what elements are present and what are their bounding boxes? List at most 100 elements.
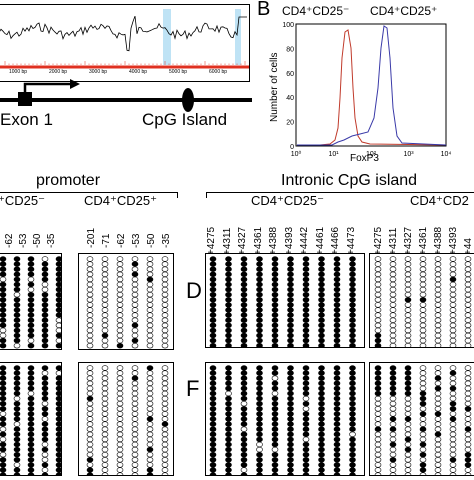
- unmethylated-cpg: [240, 426, 248, 432]
- methylated-cpg: [287, 426, 294, 432]
- unmethylated-cpg: [116, 416, 124, 422]
- unmethylated-cpg: [116, 462, 124, 468]
- methylated-cpg: [318, 400, 325, 407]
- methylated-cpg: [349, 385, 356, 392]
- methylated-cpg: [256, 411, 263, 417]
- methylated-cpg: [333, 431, 341, 438]
- methylated-cpg: [302, 462, 310, 468]
- methylated-cpg: [333, 271, 341, 277]
- methylated-cpg: [349, 317, 356, 323]
- methylated-cpg: [209, 385, 217, 392]
- unmethylated-cpg: [374, 276, 382, 283]
- unmethylated-cpg: [434, 365, 442, 371]
- unmethylated-cpg: [419, 406, 427, 412]
- unmethylated-cpg: [146, 322, 154, 329]
- methylated-cpg: [287, 327, 294, 334]
- methylated-cpg: [240, 332, 248, 339]
- unmethylated-cpg: [374, 467, 382, 473]
- methylated-cpg: [302, 380, 310, 386]
- unmethylated-cpg: [389, 286, 397, 293]
- methylated-cpg: [287, 462, 294, 468]
- methylated-cpg: [349, 322, 356, 329]
- unmethylated-cpg: [86, 291, 94, 298]
- methylated-cpg: [13, 317, 21, 323]
- methylated-cpg: [146, 365, 154, 371]
- methylated-cpg: [27, 322, 35, 329]
- methylated-cpg: [271, 261, 279, 267]
- unmethylated-cpg: [404, 411, 412, 417]
- methylated-cpg: [0, 390, 7, 397]
- promoter-header: promoter: [36, 172, 101, 189]
- unmethylated-cpg: [464, 441, 472, 448]
- methylated-cpg: [302, 421, 310, 427]
- methylated-cpg: [333, 317, 341, 323]
- methylated-cpg: [302, 446, 310, 453]
- methylated-cpg: [256, 395, 263, 402]
- methylated-cpg: [240, 322, 248, 329]
- unmethylated-cpg: [161, 261, 169, 267]
- methylated-cpg: [0, 421, 7, 427]
- methylated-cpg: [271, 332, 279, 339]
- unmethylated-cpg: [86, 317, 94, 323]
- unmethylated-cpg: [0, 332, 7, 339]
- methylated-cpg: [256, 297, 263, 303]
- methylated-cpg: [27, 307, 35, 313]
- cpg-position-label: -35: [161, 233, 172, 248]
- unmethylated-cpg: [349, 431, 356, 438]
- methylated-cpg: [256, 261, 263, 267]
- methylated-cpg: [333, 322, 341, 329]
- methylated-cpg: [333, 342, 341, 349]
- unmethylated-cpg: [27, 390, 35, 397]
- unmethylated-cpg: [101, 256, 109, 262]
- unmethylated-cpg: [389, 400, 397, 407]
- unmethylated-cpg: [101, 302, 109, 308]
- unmethylated-cpg: [101, 297, 109, 303]
- methylated-cpg: [240, 307, 248, 313]
- unmethylated-cpg: [419, 256, 427, 262]
- methylated-cpg: [209, 400, 217, 407]
- methylated-cpg: [318, 286, 325, 293]
- exon-label: Exon 1: [0, 110, 53, 129]
- unmethylated-cpg: [434, 395, 442, 402]
- sequence-trace: [0, 15, 247, 52]
- unmethylated-cpg: [55, 317, 63, 323]
- unmethylated-cpg: [419, 261, 427, 267]
- promoter-header-rule: [0, 192, 178, 193]
- unmethylated-cpg: [389, 266, 397, 272]
- methylated-cpg: [287, 467, 294, 473]
- unmethylated-cpg: [131, 370, 139, 376]
- unmethylated-cpg: [434, 426, 442, 432]
- unmethylated-cpg: [374, 421, 382, 427]
- methylated-cpg: [333, 337, 341, 344]
- unmethylated-cpg: [449, 271, 457, 277]
- methylated-cpg: [55, 276, 63, 283]
- methylated-cpg: [13, 327, 21, 334]
- unmethylated-cpg: [101, 271, 109, 277]
- methylated-cpg: [13, 375, 21, 381]
- methylated-cpg: [271, 266, 279, 272]
- unmethylated-cpg: [404, 421, 412, 427]
- methylated-cpg: [302, 337, 310, 344]
- unmethylated-cpg: [404, 395, 412, 402]
- unmethylated-cpg: [116, 332, 124, 339]
- methylated-cpg: [287, 400, 294, 407]
- methylated-cpg: [240, 337, 248, 344]
- methylated-cpg: [318, 337, 325, 344]
- unmethylated-cpg: [374, 441, 382, 448]
- unmethylated-cpg: [225, 390, 232, 397]
- arrow-head: [70, 79, 80, 89]
- unmethylated-cpg: [302, 395, 310, 402]
- unmethylated-cpg: [449, 375, 457, 381]
- methylated-cpg: [349, 421, 356, 427]
- methylated-cpg: [41, 307, 49, 313]
- methylated-cpg: [225, 370, 232, 376]
- unmethylated-cpg: [389, 291, 397, 298]
- unmethylated-cpg: [86, 411, 94, 417]
- unmethylated-cpg: [374, 297, 382, 303]
- unmethylated-cpg: [146, 337, 154, 344]
- unmethylated-cpg: [161, 385, 169, 392]
- unmethylated-cpg: [41, 451, 49, 458]
- unmethylated-cpg: [161, 426, 169, 432]
- unmethylated-cpg: [146, 451, 154, 458]
- methylated-cpg: [302, 312, 310, 318]
